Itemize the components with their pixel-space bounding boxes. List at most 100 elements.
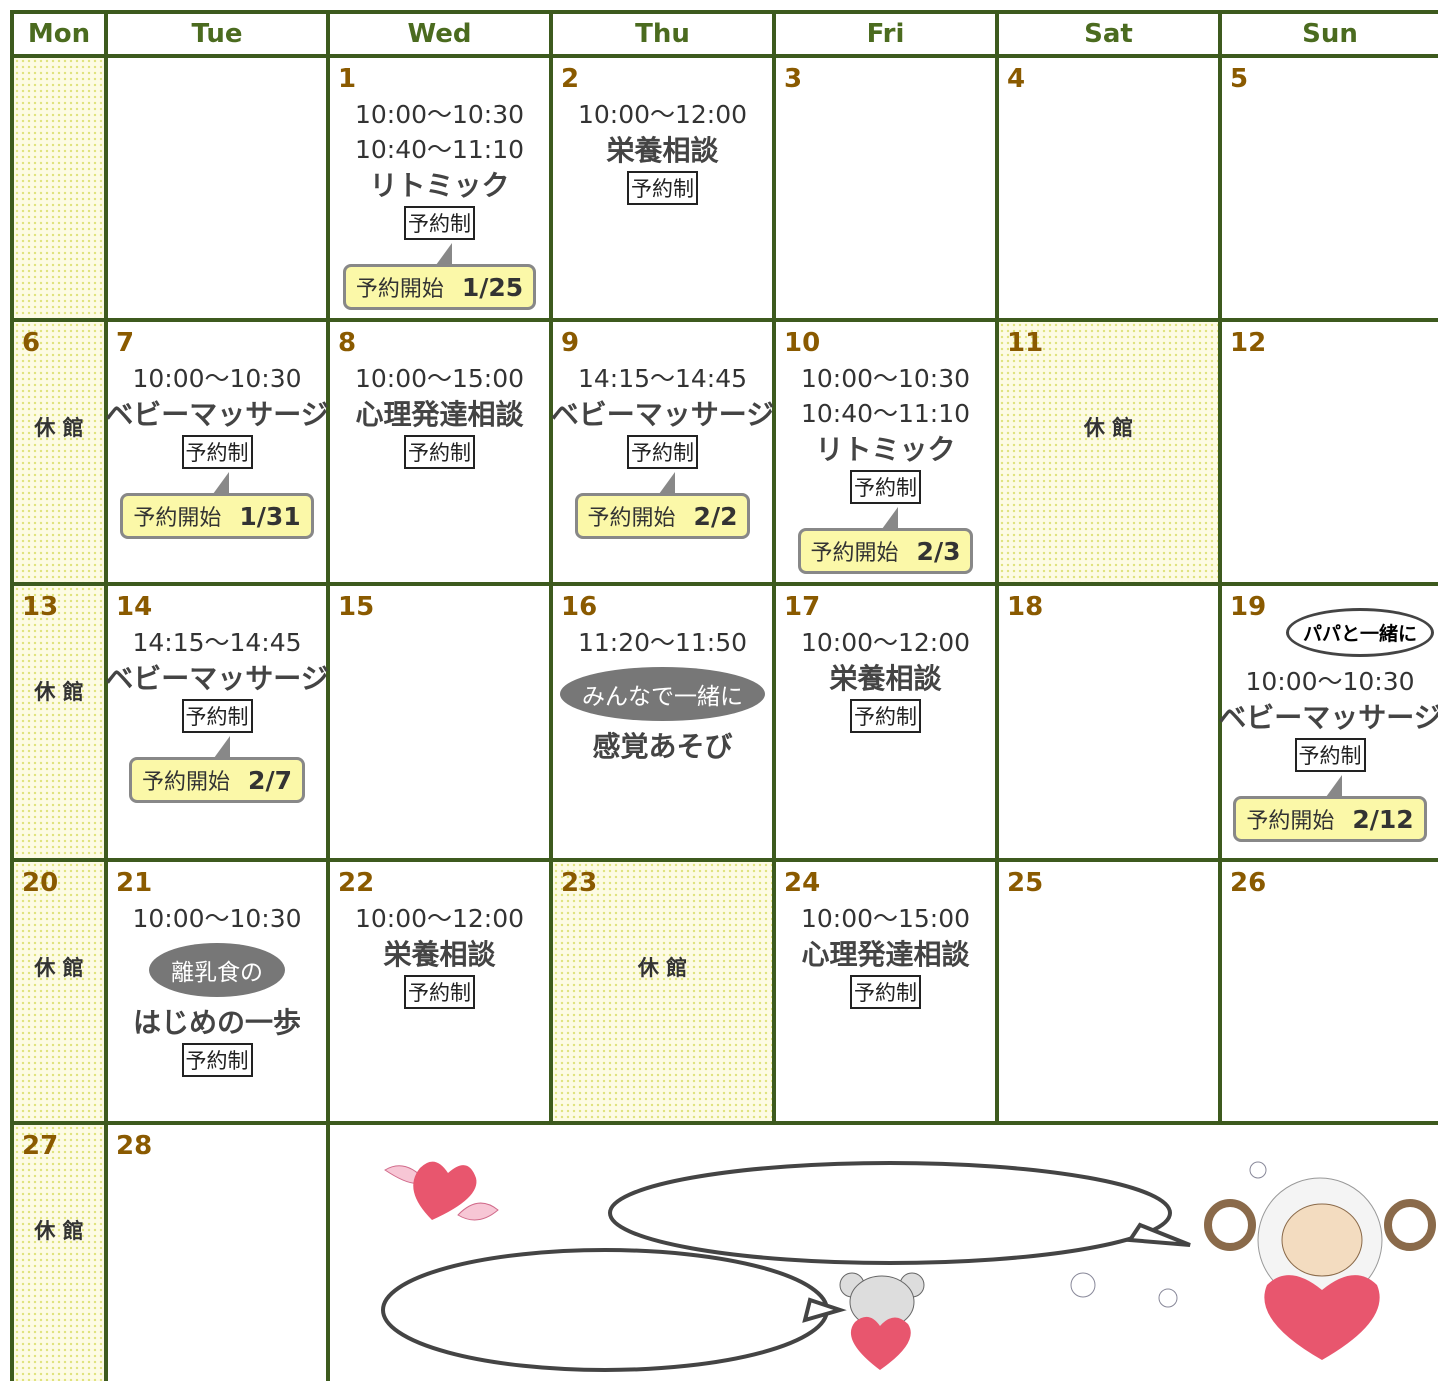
day-cell: 20 休 館 [14, 862, 104, 1121]
time: 10:40〜11:10 [800, 399, 971, 428]
day-header: Thu [553, 14, 772, 54]
date-number: 14 [116, 592, 153, 622]
event-name: 心理発達相談 [801, 938, 970, 971]
footer-line: （火曜日〜日曜日） [501, 1325, 709, 1351]
date-number: 6 [22, 328, 41, 358]
cell-items: 10:00〜12:00 栄養相談予約制 [776, 626, 995, 733]
event-name: ベビーマッサージ [1218, 701, 1438, 734]
reservation-start-tag: 予約開始 2/2 [574, 472, 751, 539]
cell-items: パパと一緒に 10:00〜10:30 ベビーマッサージ 予約制 予約開始 2/12 [1218, 608, 1438, 842]
day-cell: 10 10:00〜10:30 10:40〜11:10 リトミック 予約制 予約開始 2/3 [776, 322, 995, 582]
date-number: 2 [561, 64, 580, 94]
day-header: Sun [1222, 14, 1438, 54]
cell-items: 休 館 [14, 902, 104, 982]
cell-items: 10:00〜15:00 心理発達相談 予約制 [776, 902, 995, 1009]
time: 10:00〜15:00 [354, 364, 525, 393]
reservation-note: 予約制 [850, 470, 921, 504]
cell-items: 10:00〜10:30 ベビーマッサージ 予約制 予約開始 1/31 [105, 362, 329, 539]
date-number: 8 [338, 328, 357, 358]
date-number: 16 [561, 592, 598, 622]
closed-label: 休 館 [34, 680, 84, 704]
start-date: 2/3 [916, 537, 961, 566]
date-number: 11 [1007, 328, 1044, 358]
time: 10:00〜10:30 [354, 100, 525, 129]
cell-items: 10:00〜12:00 栄養相談 予約制 [553, 98, 772, 205]
reservation-note: 予約制 [181, 435, 253, 469]
event-name: 栄養相談 [829, 662, 942, 695]
date-number: 7 [116, 328, 135, 358]
date-number: 26 [1230, 868, 1267, 898]
day-cell: 6 休 館 [14, 322, 104, 582]
date-number: 23 [561, 868, 598, 898]
time: 10:00〜10:30 [800, 364, 971, 393]
cell-items: 10:00〜15:00 心理発達相談 予約制 [330, 362, 549, 469]
date-number: 19 [1230, 592, 1267, 622]
event-name: 感覚あそび [592, 730, 733, 763]
cell-items: 休 館 [14, 1165, 104, 1245]
event-name: リトミック [369, 169, 510, 202]
day-cell: 17 10:00〜12:00 栄養相談 予約制 [776, 586, 995, 858]
closed-label: 休 館 [34, 416, 84, 440]
day-cell: 19 パパと一緒に 10:00〜10:30 ベビーマッサージ 予約制 予約開始 2/12 [1218, 586, 1438, 858]
event-name: 栄養相談 [383, 938, 496, 971]
start-date: 1/31 [239, 502, 301, 531]
date-number: 25 [1007, 868, 1044, 898]
date-number: 21 [116, 868, 153, 898]
cell-items: 10:00〜12:00 栄養相談 予約制 [330, 902, 549, 1009]
event-name: ベビーマッサージ [105, 662, 329, 695]
time: 14:15〜14:45 [577, 364, 748, 393]
day-cell [14, 58, 104, 318]
date-number: 5 [1230, 64, 1249, 94]
date-number: 27 [22, 1131, 59, 1161]
day-cell: 1 10:00〜10:30 10:40〜11:10 リトミック 予約制 予約開始 1/25 [330, 58, 549, 318]
reservation-note: 予約制 [404, 206, 475, 240]
cell-items: 休 館 [14, 626, 104, 706]
date-number: 10 [784, 328, 821, 358]
day-cell: 13 休 館 [14, 586, 104, 858]
speech-bubble: 離乳食の [149, 943, 285, 997]
start-label: 予約開始 [810, 541, 899, 566]
start-label: 予約開始 [133, 506, 222, 531]
reservation-note: 予約制 [627, 435, 698, 469]
day-cell: 21 10:00〜10:30 離乳食の はじめの一歩 予約制 [108, 862, 326, 1121]
date-number: 28 [116, 1131, 153, 1161]
day-cell: 5 [1222, 58, 1438, 318]
footer-line: イベントの予約は電話で受け付けます [694, 1181, 1086, 1207]
reservation-note: 予約制 [404, 435, 475, 469]
speech-bubble: パパと一緒に [1285, 608, 1434, 657]
date-number: 22 [338, 868, 375, 898]
date-number: 12 [1230, 328, 1267, 358]
reservation-note: 予約制 [850, 975, 921, 1009]
day-cell: 12 [1222, 322, 1438, 582]
cell-items: 14:15〜14:45 ベビーマッサージ 予約制 予約開始 2/2 [551, 362, 774, 539]
reservation-note: 予約制 [1294, 738, 1366, 772]
reservation-note: 予約制 [181, 699, 253, 733]
closed-label: 休 館 [1083, 416, 1134, 440]
reservation-start-tag: 予約開始 2/3 [797, 507, 974, 574]
day-cell: 15 [330, 586, 549, 858]
start-date: 2/2 [693, 502, 738, 531]
date-number: 1 [338, 64, 357, 94]
date-number: 9 [561, 328, 580, 358]
day-cell: 2 10:00〜12:00 栄養相談 予約制 [553, 58, 772, 318]
day-header: Tue [108, 14, 326, 54]
date-number: 13 [22, 592, 59, 622]
footer-line: （☎ 03-3621-6455） [759, 1213, 1021, 1239]
day-cell: 16 11:20〜11:50 みんなで一緒に 感覚あそび [553, 586, 772, 858]
footer-bubble-text: イベントの予約は電話で受け付けます （☎ 03-3621-6455） [590, 1178, 1190, 1242]
reservation-note: 予約制 [850, 699, 921, 733]
time: 11:20〜11:50 [577, 628, 748, 657]
time: 10:00〜12:00 [577, 100, 748, 129]
date-number: 18 [1007, 592, 1044, 622]
cell-items: 休 館 [553, 902, 772, 982]
date-number: 20 [22, 868, 59, 898]
day-cell: 3 [776, 58, 995, 318]
day-header: Mon [14, 14, 104, 54]
footer-bubble-text: 受付時間は 9：30〜18：00 です。 （火曜日〜日曜日） [305, 1258, 905, 1354]
closed-label: 休 館 [34, 956, 84, 980]
time: 10:00〜12:00 [800, 628, 971, 657]
time: 10:00〜10:30 [132, 364, 302, 393]
cell-items: 10:00〜10:30 離乳食の はじめの一歩 予約制 [108, 902, 326, 1077]
cell-items: 休 館 [999, 362, 1218, 442]
